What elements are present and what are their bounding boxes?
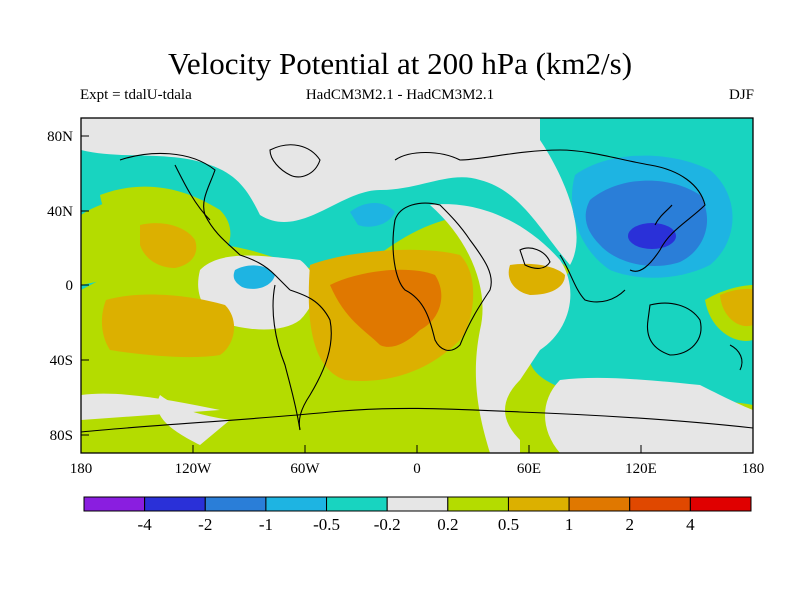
lat-label: 40S (50, 353, 73, 369)
lon-label: 60W (290, 461, 320, 477)
colorbar-swatch (265, 496, 328, 512)
colorbar-swatch (144, 496, 206, 512)
lon-label: 60E (517, 461, 541, 477)
colorbar-swatch (83, 496, 146, 512)
colorbar-swatch (507, 496, 570, 512)
colorbar-label: -0.5 (313, 515, 340, 534)
colorbar-swatch (447, 496, 509, 512)
colorbar-swatch (689, 496, 752, 512)
colorbar-label: 4 (686, 515, 695, 534)
colorbar-swatch (204, 496, 267, 512)
colorbar-label: 0.5 (498, 515, 519, 534)
colorbar: -4 -2 -1 -0.5 -0.2 0.2 0.5 1 2 4 (83, 496, 752, 534)
lon-label: 120W (175, 461, 213, 477)
colorbar-label: -1 (259, 515, 273, 534)
colorbar-label: -0.2 (374, 515, 401, 534)
coastlines (81, 144, 753, 433)
colorbar-swatch (326, 496, 388, 512)
lat-label: 80S (50, 428, 73, 444)
lon-label: 180 (742, 461, 765, 477)
lon-label: 180 (70, 461, 93, 477)
experiment-label: Expt = tdalU-tdala (80, 87, 192, 103)
contour-field (81, 118, 753, 453)
map-title: Velocity Potential at 200 hPa (km2/s) (167, 46, 633, 81)
lon-label: 120E (625, 461, 657, 477)
colorbar-label: -4 (138, 515, 153, 534)
colorbar-swatch (568, 496, 631, 512)
colorbar-swatch (629, 496, 691, 512)
colorbar-label: 0.2 (437, 515, 458, 534)
colorbar-label: 2 (625, 515, 634, 534)
model-label: HadCM3M2.1 - HadCM3M2.1 (305, 87, 495, 103)
lon-label: 0 (413, 461, 421, 477)
lat-label: 80N (47, 129, 73, 145)
season-label: DJF (728, 87, 754, 103)
tick-marks (80, 135, 754, 453)
lat-label: 40N (47, 204, 73, 220)
colorbar-swatch (386, 496, 449, 512)
lat-label: 0 (66, 278, 74, 294)
colorbar-label: 1 (565, 515, 574, 534)
colorbar-label: -2 (198, 515, 212, 534)
